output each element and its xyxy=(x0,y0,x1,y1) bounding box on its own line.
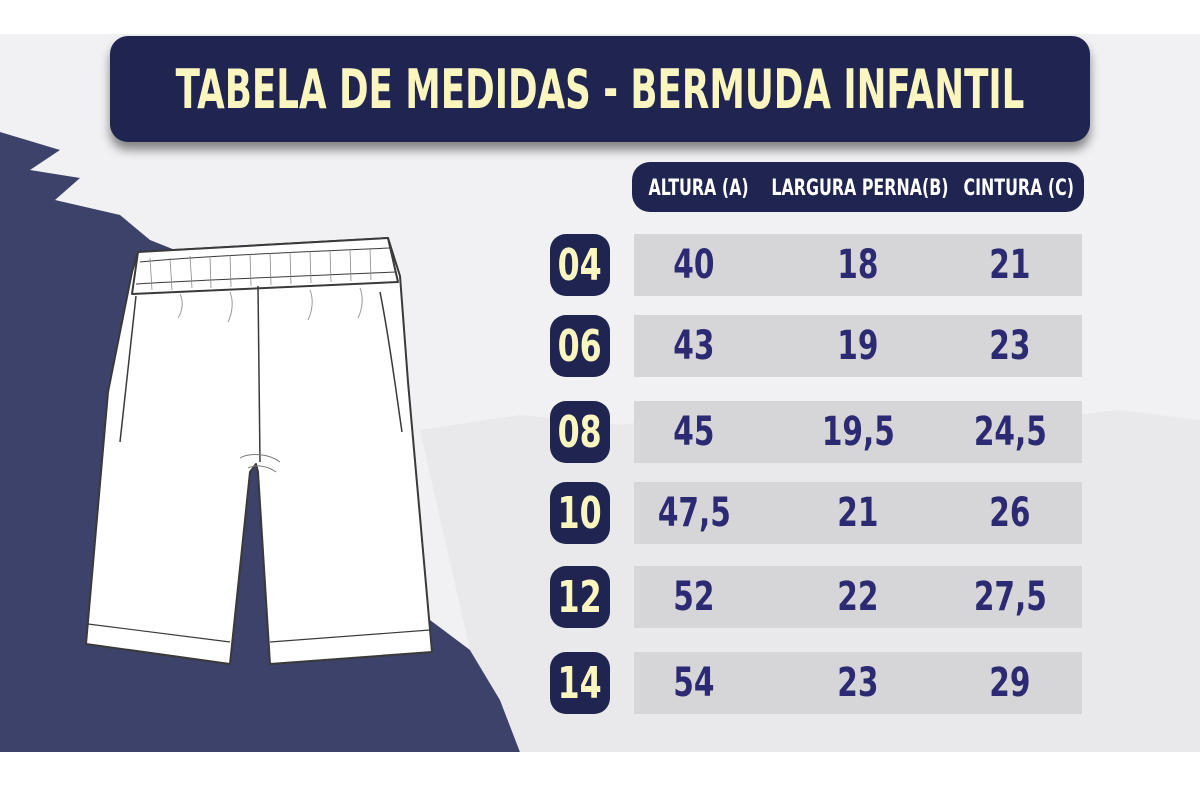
largura-value: 18 xyxy=(837,242,879,288)
altura-value: 40 xyxy=(673,242,715,288)
table-row xyxy=(634,401,1082,463)
largura-value: 19,5 xyxy=(821,409,895,455)
table-row xyxy=(634,566,1082,628)
table-row xyxy=(634,482,1082,544)
shorts-illustration xyxy=(85,237,433,665)
altura-value: 45 xyxy=(673,409,715,455)
size-badge: 04 xyxy=(550,234,610,296)
largura-value: 23 xyxy=(837,660,879,706)
size-badge: 08 xyxy=(550,401,610,463)
largura-value: 22 xyxy=(837,574,879,620)
cintura-value: 29 xyxy=(989,660,1031,706)
cintura-value: 23 xyxy=(989,323,1031,369)
table-row xyxy=(634,234,1082,296)
altura-value: 43 xyxy=(673,323,715,369)
table-row xyxy=(634,315,1082,377)
cintura-value: 26 xyxy=(989,490,1031,536)
column-header-bar xyxy=(632,162,1084,212)
title-banner: TABELA DE MEDIDAS - BERMUDA INFANTIL xyxy=(110,36,1090,142)
size-badge: 06 xyxy=(550,315,610,377)
altura-value: 54 xyxy=(673,660,715,706)
size-badge: 14 xyxy=(550,652,610,714)
altura-value: 52 xyxy=(673,574,715,620)
size-badge: 12 xyxy=(550,566,610,628)
column-header-altura: ALTURA (A) xyxy=(648,175,750,201)
altura-value: 47,5 xyxy=(657,490,731,536)
cintura-value: 24,5 xyxy=(973,409,1047,455)
largura-value: 21 xyxy=(837,490,879,536)
cintura-value: 21 xyxy=(989,242,1031,288)
column-header-largura: LARGURA PERNA(B) xyxy=(771,175,949,201)
column-header-cintura: CINTURA (C) xyxy=(963,175,1075,201)
cintura-value: 27,5 xyxy=(973,574,1047,620)
page-title: TABELA DE MEDIDAS - BERMUDA INFANTIL xyxy=(175,57,1025,121)
size-badge: 10 xyxy=(550,482,610,544)
table-row xyxy=(634,652,1082,714)
largura-value: 19 xyxy=(837,323,879,369)
